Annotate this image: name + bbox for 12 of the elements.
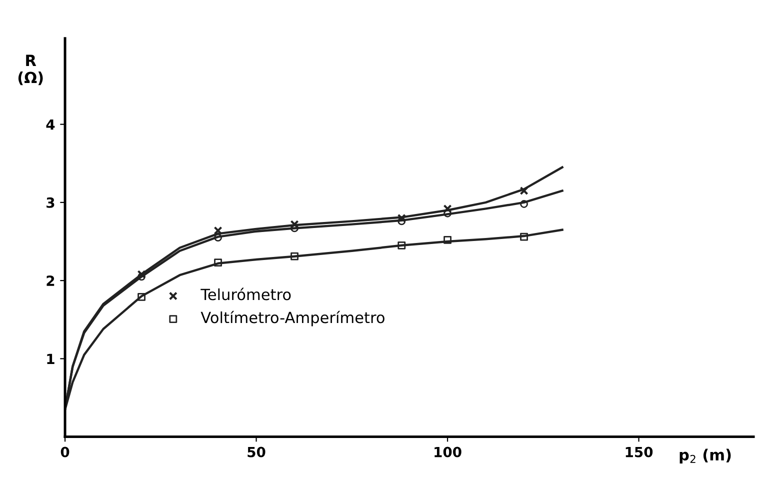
legend-label: Telurómetro [200,288,291,300]
y-tick-label: 3 [46,197,54,208]
y-axis-title: R (Ω) [18,54,43,86]
x-tick-label: 0 [60,446,70,458]
x-tick-label: 50 [248,446,266,458]
x-tick-label: 100 [434,446,462,458]
x-tick-label: 150 [626,446,653,458]
y-tick-label: 2 [46,276,54,286]
legend-label: Voltímetro-Amperímetro [200,310,384,326]
x-axis-title: p$_{2}$ (m) [680,448,731,464]
y-tick-label: 4 [46,119,55,130]
y-tick-label: 1 [47,354,54,364]
